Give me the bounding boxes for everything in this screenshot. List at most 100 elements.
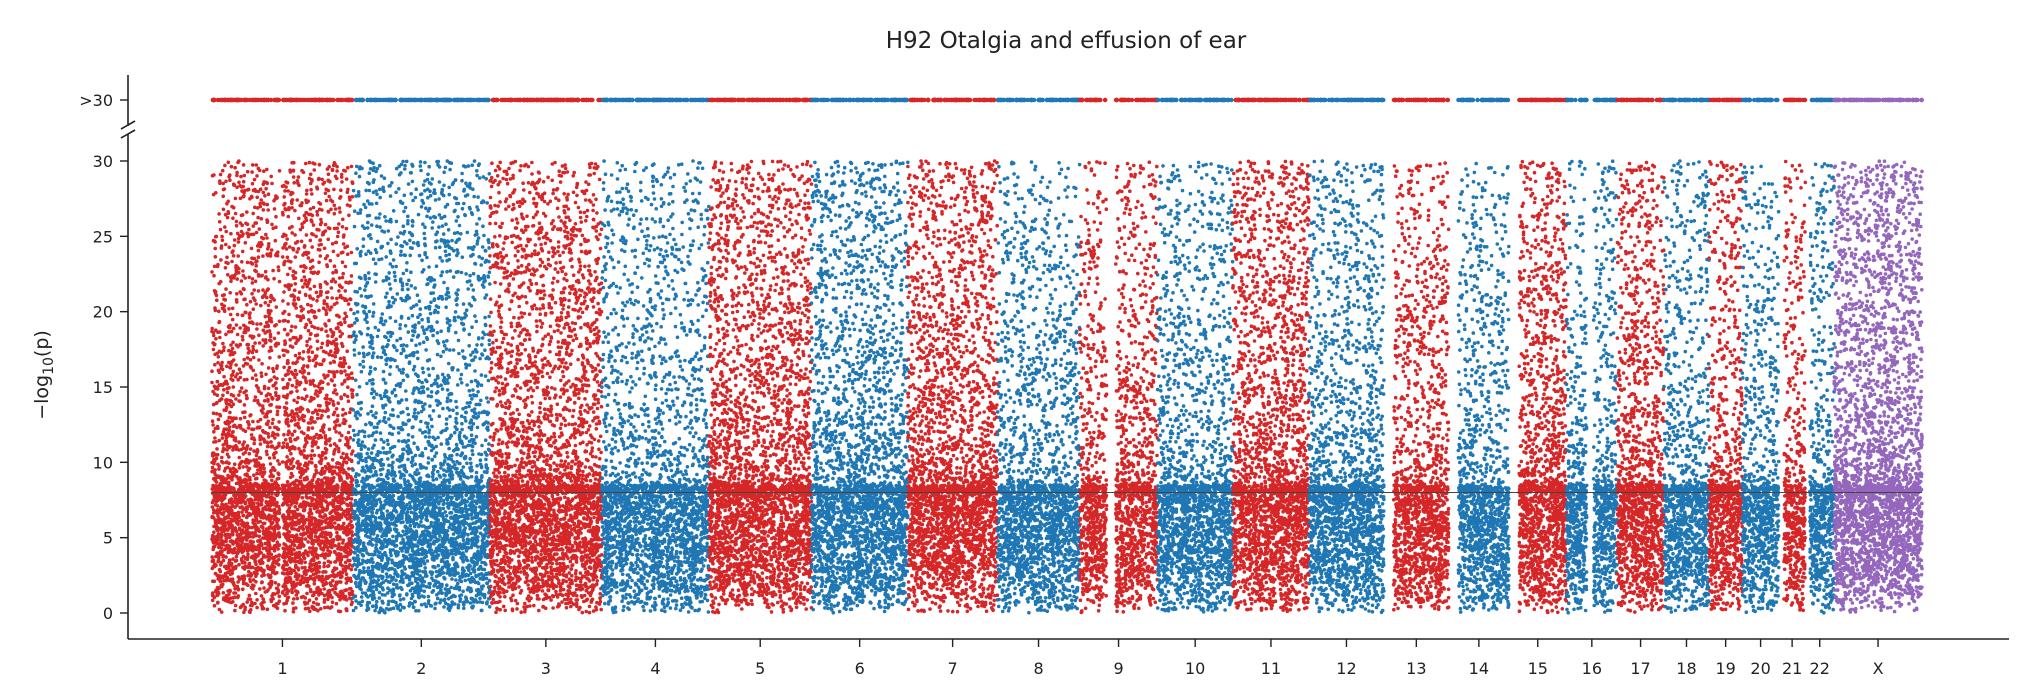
snp-point <box>229 520 233 524</box>
snp-point <box>227 325 231 329</box>
snp-point <box>305 189 309 193</box>
snp-point <box>321 342 325 346</box>
snp-point <box>334 574 338 578</box>
snp-point <box>219 258 223 262</box>
snp-point <box>235 475 239 479</box>
snp-point <box>318 208 322 212</box>
snp-point <box>272 466 276 470</box>
snp-point <box>210 270 214 274</box>
snp-point <box>228 589 232 593</box>
snp-point <box>339 397 343 401</box>
snp-point <box>227 511 231 515</box>
snp-point <box>349 580 353 584</box>
snp-point <box>220 303 224 307</box>
snp-point <box>301 496 305 500</box>
snp-point <box>225 436 229 440</box>
snp-point <box>324 188 328 192</box>
snp-point <box>253 221 257 225</box>
snp-point <box>274 391 278 395</box>
snp-point <box>318 404 322 408</box>
snp-point <box>248 578 252 582</box>
snp-point <box>272 456 276 460</box>
snp-point <box>281 299 285 303</box>
snp-point <box>422 589 426 593</box>
snp-point <box>278 169 282 173</box>
snp-point <box>328 495 332 499</box>
snp-point <box>227 416 231 420</box>
snp-point <box>304 379 308 383</box>
snp-point <box>247 461 251 465</box>
snp-point <box>219 570 223 574</box>
snp-point <box>296 582 300 586</box>
snp-point <box>304 607 308 611</box>
snp-point <box>343 320 347 324</box>
snp-point <box>252 288 256 292</box>
snp-point <box>262 472 266 476</box>
snp-point <box>229 601 233 605</box>
snp-point <box>248 197 252 201</box>
snp-point <box>225 387 229 391</box>
snp-point <box>278 595 282 599</box>
snp-point <box>212 530 216 534</box>
snp-point <box>218 320 222 324</box>
snp-point <box>311 530 315 534</box>
snp-point <box>339 498 343 502</box>
snp-point <box>237 441 241 445</box>
snp-point <box>262 182 266 186</box>
snp-point <box>349 308 353 312</box>
snp-point <box>215 535 219 539</box>
snp-point <box>245 210 249 214</box>
snp-point <box>243 606 247 610</box>
snp-point <box>213 239 217 243</box>
snp-point <box>252 356 256 360</box>
snp-point <box>321 182 325 186</box>
snp-point <box>283 260 287 264</box>
snp-point <box>307 256 311 260</box>
snp-point <box>333 551 337 555</box>
snp-point <box>283 319 287 323</box>
snp-point <box>210 330 214 334</box>
snp-point <box>345 349 349 353</box>
snp-point <box>326 334 330 338</box>
snp-point <box>235 552 239 556</box>
snp-point <box>239 175 243 179</box>
snp-point <box>272 383 276 387</box>
snp-point <box>327 210 331 214</box>
snp-point <box>224 467 228 471</box>
snp-point <box>213 459 217 463</box>
snp-point <box>284 284 288 288</box>
snp-point <box>248 594 252 598</box>
snp-point <box>331 588 335 592</box>
snp-point <box>324 229 328 233</box>
snp-point <box>235 372 239 376</box>
snp-point <box>292 465 296 469</box>
snp-point <box>239 461 243 465</box>
snp-point <box>300 595 304 599</box>
snp-point <box>234 197 238 201</box>
snp-point <box>255 519 259 523</box>
snp-point <box>345 227 349 231</box>
snp-point <box>295 514 299 518</box>
snp-point <box>238 326 242 330</box>
snp-point <box>331 169 335 173</box>
snp-point <box>267 315 271 319</box>
snp-point <box>271 418 275 422</box>
snp-point <box>281 571 285 575</box>
snp-point <box>292 523 296 527</box>
snp-point <box>266 399 270 403</box>
snp-point <box>253 257 257 261</box>
snp-point <box>307 426 311 430</box>
snp-point <box>256 554 260 558</box>
snp-point <box>251 345 255 349</box>
snp-point <box>255 472 259 476</box>
snp-point <box>314 354 318 358</box>
snp-point <box>256 401 260 405</box>
snp-point <box>286 302 290 306</box>
snp-point <box>345 437 349 441</box>
snp-point <box>254 574 258 578</box>
snp-point <box>253 178 257 182</box>
snp-point <box>312 593 316 597</box>
snp-point <box>268 525 272 529</box>
snp-point <box>333 212 337 216</box>
snp-point <box>292 548 296 552</box>
